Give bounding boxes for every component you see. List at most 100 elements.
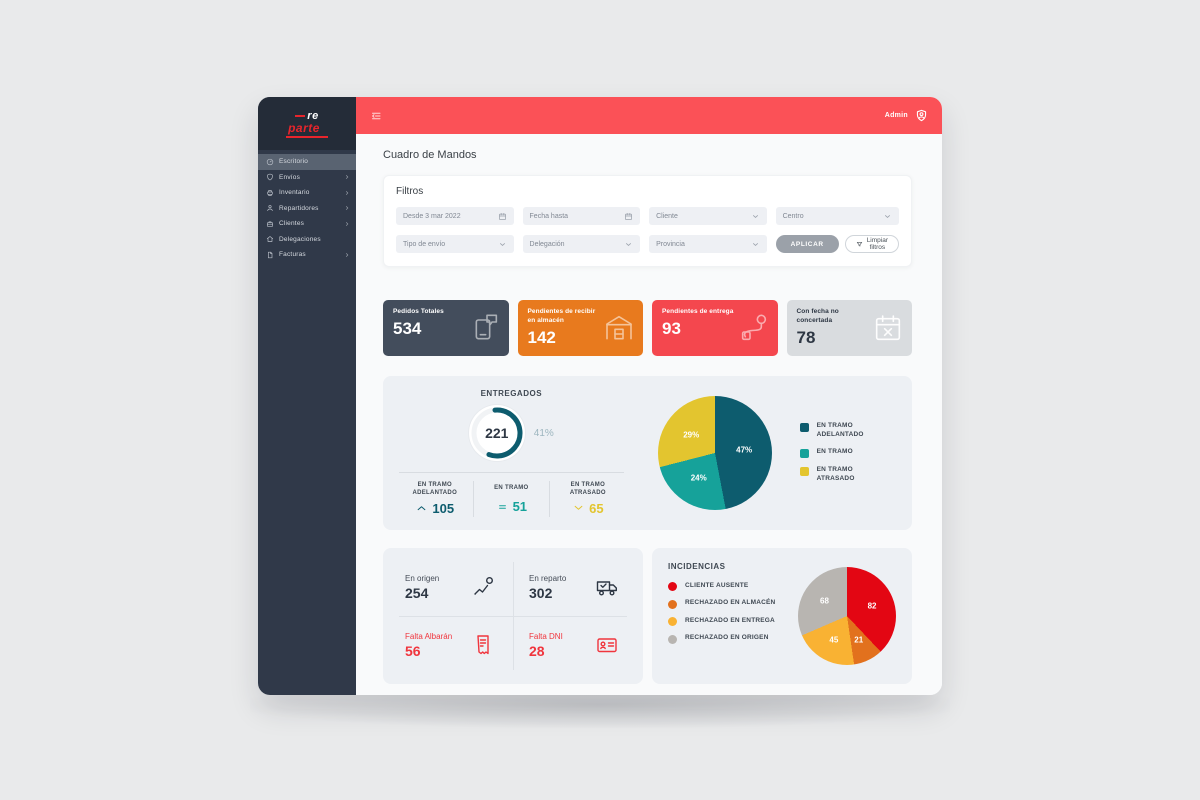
stat-en-tramo-atrasado: EN TRAMO ATRASADO 65 [549,481,626,517]
filter-actions: APLICAR Limpiar filtros [775,235,899,253]
legend-label: RECHAZADO EN ALMACÉN [685,599,776,607]
tramo-stats-row: EN TRAMO ADELANTADO 105 EN TRAMO 51 EN TRAMO… [397,481,626,517]
entregados-title: ENTREGADOS [480,389,543,398]
incidencias-legend-area: INCIDENCIAS CLIENTE AUSENTE RECHAZADO EN … [668,560,798,672]
admin-menu[interactable]: Admin [885,109,928,122]
legend-item-rechazado-en-entrega: RECHAZADO EN ENTREGA [668,616,798,626]
route-icon [471,575,495,599]
filter-field-fecha-hasta[interactable]: Fecha hasta [522,207,641,225]
stat-en-tramo-adelantado: EN TRAMO ADELANTADO 105 [397,481,473,517]
filter-field-label: Fecha hasta [529,212,569,220]
filters-title: Filtros [396,186,424,197]
estado-label: En reparto [529,573,567,583]
tramos-legend: EN TRAMO ADELANTADO EN TRAMO EN TRAMO ATRA… [799,414,883,491]
stat-label: EN TRAMO ADELANTADO [412,482,458,496]
entregados-donut-row: 221 41% [397,405,626,461]
sidebar-item-label: Clientes [279,220,305,228]
calendarX-icon [872,310,904,346]
filter-field-tipo-de-envio[interactable]: Tipo de envío [396,235,514,253]
filter-field-label: Delegación [529,240,565,248]
stat-value: 65 [589,500,604,516]
estado-value: 56 [405,642,421,659]
clear-filters-button[interactable]: Limpiar filtros [844,235,899,253]
clear-filters-label: Limpiar filtros [866,237,888,251]
entregados-count: 221 [485,425,509,441]
sidebar-item-inventario[interactable]: Inventario [258,185,356,201]
filters-card: Filtros Desde 3 mar 2022 Fecha hasta Clien… [383,175,912,267]
gauge-icon [266,158,274,166]
kpi-label: Pedidos Totales [393,308,444,315]
divider [399,616,627,617]
kpi-card-pedidos-totales: Pedidos Totales 534 [383,300,509,356]
funnel-icon [856,241,863,248]
sidebar-item-repartidores[interactable]: Repartidores [258,201,356,217]
pie-slice-label: 21 [854,635,864,645]
shield-icon [266,173,274,181]
calendar-icon [498,212,507,221]
estado-panel: En origen 254 En reparto 302 Falta Albarán 56… [383,548,643,684]
kpi-label: Con fecha no concertada [796,308,839,324]
kpi-value: 93 [662,318,681,338]
apply-button[interactable]: APLICAR [775,235,839,253]
app-window: re parte Escritorio Envíos Inventario Repar… [258,97,942,695]
chevron-down-icon [883,212,892,221]
sidebar-item-delegaciones[interactable]: Delegaciones [258,232,356,248]
legend-label: EN TRAMO ATRASADO [816,466,855,482]
stat-en-tramo: EN TRAMO 51 [472,481,550,517]
warehouse-icon [603,310,635,346]
sidebar-item-label: Envíos [279,173,301,181]
page-title: Cuadro de Mandos [383,149,477,161]
entregados-percent: 41% [533,427,554,439]
app-logo: re parte [258,97,356,150]
chevron-right-icon [344,174,350,180]
kpi-label: Pendientes de recibir en almacén [527,308,596,324]
kpi-value: 78 [796,327,816,347]
incidencias-title: INCIDENCIAS [668,562,726,571]
user-icon [266,204,274,212]
sidebar-item-label: Escritorio [279,158,309,166]
file-icon [266,251,274,259]
sidebar-item-escritorio[interactable]: Escritorio [258,154,356,170]
sidebar-menu: Escritorio Envíos Inventario Repartidores Cl… [258,154,356,263]
estado-cell-en-reparto: En reparto 302 [513,558,637,616]
pie-slice-label: 29% [683,430,700,440]
filter-field-desde-3-mar-2022[interactable]: Desde 3 mar 2022 [396,207,514,225]
legend-item-rechazado-en-origen: RECHAZADO EN ORIGEN [668,634,798,644]
chevron-down-icon [572,503,585,513]
sidebar-item-facturas[interactable]: Facturas [258,247,356,263]
equals-icon [496,502,509,512]
sidebar-collapse-icon[interactable] [370,110,382,122]
main-area: Admin Cuadro de Mandos Filtros Desde 3 m… [356,97,942,695]
legend-label: EN TRAMO ADELANTADO [816,422,864,439]
legend-swatch [799,467,809,476]
incidencias-legend: CLIENTE AUSENTE RECHAZADO EN ALMACÉN RECHA… [668,581,798,644]
sidebar-item-clientes[interactable]: Clientes [258,216,356,232]
admin-badge-icon [915,109,928,122]
briefcase-icon [266,220,274,228]
legend-swatch [668,582,677,591]
filter-field-delegacion[interactable]: Delegación [522,235,641,253]
filter-field-provincia[interactable]: Provincia [649,235,767,253]
entregados-donut-chart: 221 [468,405,525,461]
sidebar-item-envios[interactable]: Envíos [258,170,356,186]
pie-slice-label: 47% [736,445,753,455]
filter-field-centro[interactable]: Centro [775,207,899,225]
divider [399,472,624,473]
kpi-value: 534 [393,318,422,338]
sidebar-item-label: Inventario [279,189,310,197]
idcard-icon [595,633,619,657]
legend-label: CLIENTE AUSENTE [685,581,749,589]
dashboard-content: Cuadro de Mandos Filtros Desde 3 mar 202… [356,134,942,695]
legend-swatch [668,599,677,609]
estado-label: Falta DNI [529,631,563,641]
estado-label: Falta Albarán [405,631,453,641]
sidebar-item-label: Repartidores [279,204,319,212]
kpi-card-pendientes-de-recibir-en-almacen: Pendientes de recibir en almacén 142 [517,300,643,356]
legend-item-en-tramo-atrasado: EN TRAMO ATRASADO [799,466,883,484]
filter-field-cliente[interactable]: Cliente [649,207,767,225]
filter-field-label: Tipo de envío [403,240,446,248]
estado-value: 28 [529,642,545,659]
filters-grid: Desde 3 mar 2022 Fecha hasta Cliente Centro… [396,207,899,253]
printer-icon [266,189,274,197]
